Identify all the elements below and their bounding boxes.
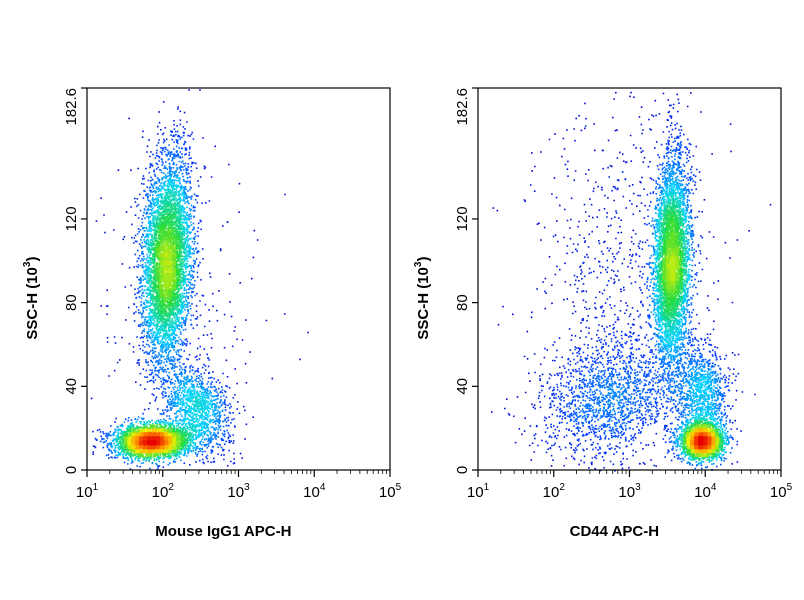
x-tick-label: 104 bbox=[303, 482, 326, 501]
event-dots bbox=[147, 440, 157, 446]
y-tick-label: 120 bbox=[454, 206, 471, 231]
y-tick-label: 40 bbox=[454, 378, 471, 395]
event-dots bbox=[115, 184, 209, 461]
y-tick-label: 182.6 bbox=[454, 88, 471, 126]
event-dots bbox=[654, 192, 716, 462]
y-tick-label: 0 bbox=[454, 466, 471, 474]
event-dots bbox=[702, 436, 708, 446]
event-dots bbox=[698, 436, 704, 446]
event-dots bbox=[654, 188, 728, 458]
x-tick-label: 101 bbox=[76, 482, 99, 501]
y-tick-label: 120 bbox=[63, 206, 80, 231]
y-tick-label: 80 bbox=[63, 294, 80, 311]
events-layer bbox=[90, 89, 309, 471]
x-tick-label: 102 bbox=[543, 482, 566, 501]
event-dots bbox=[563, 140, 728, 470]
y-tick-label: 0 bbox=[63, 466, 80, 474]
events-layer bbox=[490, 91, 772, 472]
event-dots bbox=[579, 156, 729, 460]
event-dots bbox=[658, 208, 724, 450]
event-dots bbox=[127, 216, 185, 457]
event-dots bbox=[127, 252, 177, 450]
event-dots bbox=[123, 224, 185, 457]
y-tick-label: 182.6 bbox=[63, 88, 80, 126]
y-axis-title: SSC-H (103) bbox=[413, 257, 432, 340]
event-dots bbox=[131, 244, 177, 454]
event-dots bbox=[107, 156, 225, 466]
x-axis-title: CD44 APC-H bbox=[570, 523, 659, 540]
y-axis-title: SSC-H (103) bbox=[22, 257, 41, 340]
event-dots bbox=[543, 132, 732, 455]
x-tick-label: 102 bbox=[152, 482, 175, 501]
x-tick-label: 103 bbox=[227, 482, 250, 501]
right-panel-cd44: 101 102 103 104 105 0 40 80 120 182.6 CD44 APC-H SS… bbox=[413, 87, 793, 540]
x-tick-label: 101 bbox=[467, 482, 490, 501]
x-tick-label: 104 bbox=[694, 482, 717, 501]
plot-frame bbox=[86, 87, 391, 471]
x-tick-label: 105 bbox=[770, 482, 793, 501]
event-dots bbox=[116, 180, 213, 460]
x-axis-title: Mouse IgG1 APC-H bbox=[155, 523, 291, 540]
x-tick-label: 105 bbox=[379, 482, 402, 501]
left-panel-isotype: 101 102 103 104 105 0 40 80 120 182.6 Mouse IgG1 A… bbox=[22, 87, 402, 540]
y-tick-label: 40 bbox=[63, 378, 80, 395]
event-dots bbox=[662, 232, 719, 438]
event-dots bbox=[690, 432, 716, 446]
x-tick-label: 103 bbox=[618, 482, 641, 501]
event-dots bbox=[123, 240, 181, 458]
event-dots bbox=[92, 106, 255, 467]
y-tick-label: 80 bbox=[454, 294, 471, 311]
